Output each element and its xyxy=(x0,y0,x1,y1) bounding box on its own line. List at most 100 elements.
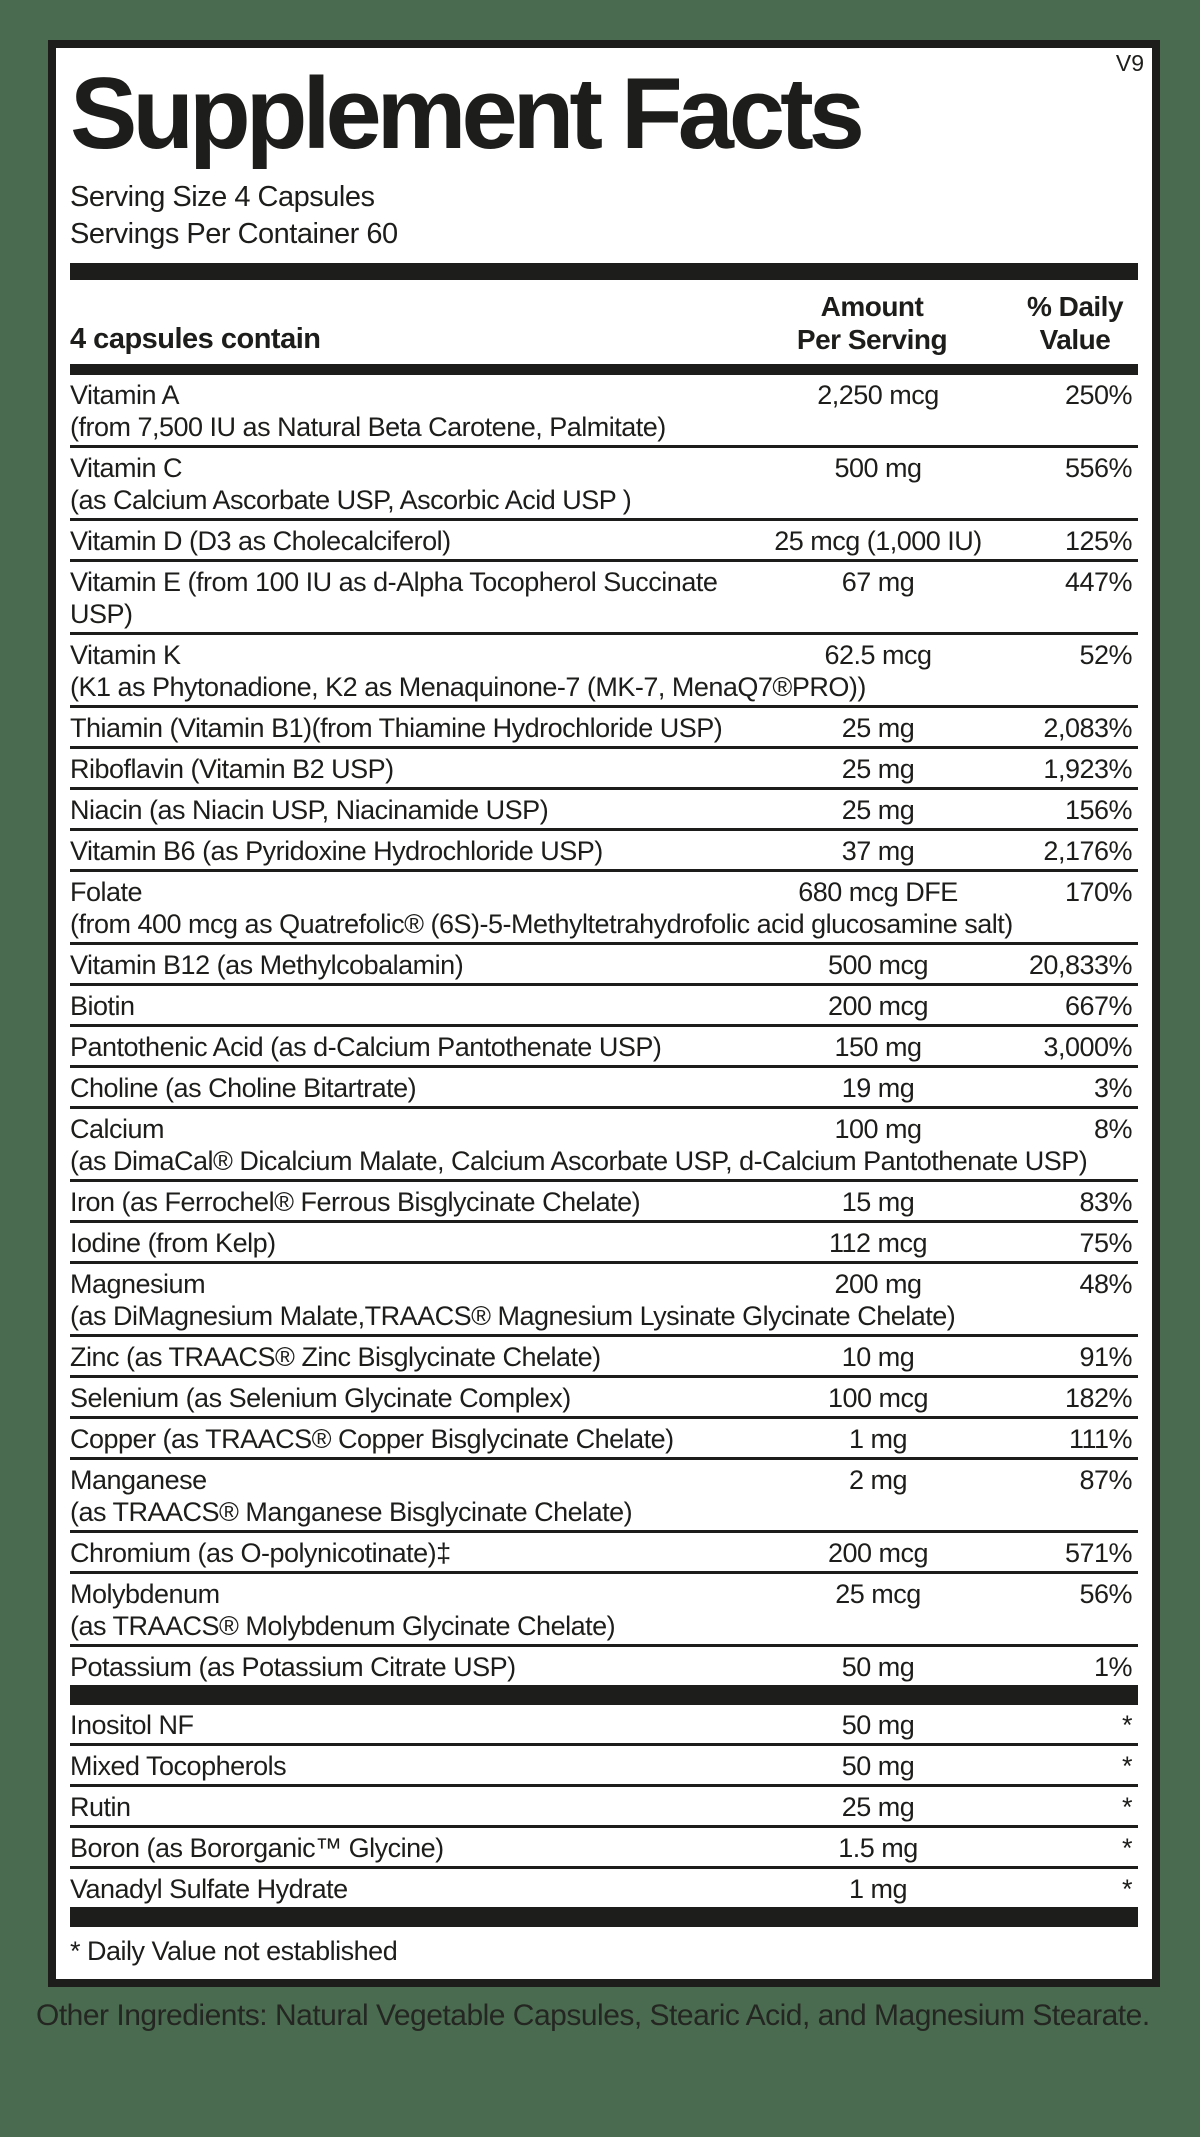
table-row: Boron (as Bororganic™ Glycine) 1.5 mg * xyxy=(70,1828,1138,1869)
table-row: Selenium (as Selenium Glycinate Complex)… xyxy=(70,1378,1138,1419)
row-name: Folate xyxy=(70,877,143,907)
row-amount: 150 mg xyxy=(834,1032,922,1062)
row-dv: 2,176% xyxy=(1043,836,1132,866)
row-subname: (from 7,500 IU as Natural Beta Carotene,… xyxy=(70,412,666,442)
row-dv: 1,923% xyxy=(1043,754,1132,784)
row-dv: 447% xyxy=(1064,567,1133,597)
row-amount: 25 mg xyxy=(841,1792,915,1822)
row-dv: * xyxy=(1121,1833,1133,1863)
table-row-main-line: Potassium (as Potassium Citrate USP) 50 … xyxy=(70,1651,1138,1683)
table-row: Mixed Tocopherols 50 mg * xyxy=(70,1746,1138,1787)
other-ingredients: Other Ingredients: Natural Vegetable Cap… xyxy=(36,1999,1150,2032)
row-amount: 680 mcg DFE xyxy=(798,877,958,907)
row-name: Iodine (from Kelp) xyxy=(70,1228,276,1258)
table-row-main-line: Vitamin C 500 mg 556% xyxy=(70,452,1138,484)
table-row-main-line: Calcium 100 mg 8% xyxy=(70,1113,1138,1145)
servings-per-container: Servings Per Container 60 xyxy=(70,218,398,250)
row-subname: (from 400 mcg as Quatrefolic® (6S)-5-Met… xyxy=(70,909,1013,939)
row-dv: 56% xyxy=(1079,1579,1132,1609)
row-amount: 25 mg xyxy=(841,754,915,784)
row-subname: (K1 as Phytonadione, K2 as Menaquinone-7… xyxy=(70,672,866,702)
row-name: Vitamin A xyxy=(70,380,180,410)
header-contains: 4 capsules contain xyxy=(70,323,321,355)
version-code: V9 xyxy=(1115,50,1144,76)
row-name: Vitamin K xyxy=(70,640,181,670)
row-name: Vitamin D (D3 as Cholecalciferol) xyxy=(70,526,451,556)
row-amount: 1 mg xyxy=(848,1424,908,1454)
table-row-main-line: Inositol NF 50 mg * xyxy=(70,1709,1138,1741)
table-row-main-line: Vanadyl Sulfate Hydrate 1 mg * xyxy=(70,1873,1138,1905)
row-amount: 50 mg xyxy=(841,1710,915,1740)
panel-title: Supplement Facts xyxy=(70,58,865,170)
row-dv: 75% xyxy=(1079,1228,1132,1258)
row-dv: 91% xyxy=(1079,1342,1132,1372)
row-dv: 2,083% xyxy=(1043,713,1132,743)
table-row: Vitamin B12 (as Methylcobalamin) 500 mcg… xyxy=(70,945,1138,986)
row-name: Vitamin B12 (as Methylcobalamin) xyxy=(70,950,464,980)
row-amount: 2 mg xyxy=(848,1465,908,1495)
table-row-main-line: Riboflavin (Vitamin B2 USP) 25 mg 1,923% xyxy=(70,753,1138,785)
row-dv: 125% xyxy=(1064,526,1133,556)
row-amount: 62.5 mcg xyxy=(824,640,932,670)
row-dv: 20,833% xyxy=(1028,950,1133,980)
table-row-main-line: Manganese 2 mg 87% xyxy=(70,1464,1138,1496)
row-dv: * xyxy=(1121,1710,1133,1740)
row-name: Calcium xyxy=(70,1114,165,1144)
table-row: Thiamin (Vitamin B1)(from Thiamine Hydro… xyxy=(70,708,1138,749)
row-amount: 200 mg xyxy=(834,1269,922,1299)
row-dv: 556% xyxy=(1064,453,1133,483)
divider-header-bottom xyxy=(70,364,1138,375)
table-row-main-line: Iron (as Ferrochel® Ferrous Bisglycinate… xyxy=(70,1186,1138,1218)
row-amount: 100 mg xyxy=(834,1114,922,1144)
row-name: Mixed Tocopherols xyxy=(70,1751,287,1781)
row-amount: 15 mg xyxy=(841,1187,915,1217)
row-dv: * xyxy=(1121,1792,1133,1822)
table-row: Chromium (as O-polynicotinate)‡ 200 mcg … xyxy=(70,1533,1138,1574)
table-row-main-line: Vitamin B6 (as Pyridoxine Hydrochloride … xyxy=(70,835,1138,867)
row-dv: 571% xyxy=(1064,1538,1133,1568)
row-name: Rutin xyxy=(70,1792,131,1822)
table-row: Vitamin B6 (as Pyridoxine Hydrochloride … xyxy=(70,831,1138,872)
table-row: Vitamin K 62.5 mcg 52% (K1 as Phytonadio… xyxy=(70,635,1138,708)
table-row-main-line: Vitamin B12 (as Methylcobalamin) 500 mcg… xyxy=(70,949,1138,981)
table-row: Iodine (from Kelp) 112 mcg 75% xyxy=(70,1223,1138,1264)
table-row-main-line: Folate 680 mcg DFE 170% xyxy=(70,876,1138,908)
row-amount: 25 mg xyxy=(841,795,915,825)
table-row: Folate 680 mcg DFE 170% (from 400 mcg as… xyxy=(70,872,1138,945)
row-dv: 667% xyxy=(1064,991,1133,1021)
row-dv: * xyxy=(1121,1874,1133,1904)
row-amount: 10 mg xyxy=(841,1342,915,1372)
supplement-facts-panel: V9 Supplement Facts Serving Size 4 Capsu… xyxy=(48,40,1160,1987)
row-name: Inositol NF xyxy=(70,1710,194,1740)
row-dv: 1% xyxy=(1093,1652,1133,1682)
table-row-main-line: Chromium (as O-polynicotinate)‡ 200 mcg … xyxy=(70,1537,1138,1569)
row-amount: 112 mcg xyxy=(828,1228,928,1258)
row-amount: 25 mcg (1,000 IU) xyxy=(774,526,982,556)
row-name: Chromium (as O-polynicotinate)‡ xyxy=(70,1538,451,1568)
table-row-main-line: Choline (as Choline Bitartrate) 19 mg 3% xyxy=(70,1072,1138,1104)
row-dv: 182% xyxy=(1064,1383,1133,1413)
row-name: Manganese xyxy=(70,1465,207,1495)
header-amount-per-serving: Amount Per Serving xyxy=(796,291,948,355)
row-subname: (as TRAACS® Manganese Bisglycinate Chela… xyxy=(70,1497,633,1527)
row-subname: (as DiMagnesium Malate,TRAACS® Magnesium… xyxy=(70,1301,956,1331)
table-row: Vanadyl Sulfate Hydrate 1 mg * xyxy=(70,1869,1138,1907)
serving-size: Serving Size 4 Capsules xyxy=(70,181,375,213)
table-row: Vitamin D (D3 as Cholecalciferol) 25 mcg… xyxy=(70,521,1138,562)
row-dv: 3,000% xyxy=(1043,1032,1132,1062)
row-amount: 2,250 mcg xyxy=(817,380,939,410)
table-row-main-line: Molybdenum 25 mcg 56% xyxy=(70,1578,1138,1610)
row-dv: 8% xyxy=(1093,1114,1133,1144)
table-row-main-line: Biotin 200 mcg 667% xyxy=(70,990,1138,1022)
daily-value-footnote: * Daily Value not established xyxy=(70,1936,398,1966)
table-row: Zinc (as TRAACS® Zinc Bisglycinate Chela… xyxy=(70,1337,1138,1378)
row-amount: 25 mcg xyxy=(835,1579,921,1609)
table-row: Choline (as Choline Bitartrate) 19 mg 3% xyxy=(70,1068,1138,1109)
table-row: Riboflavin (Vitamin B2 USP) 25 mg 1,923% xyxy=(70,749,1138,790)
row-dv: 52% xyxy=(1079,640,1132,670)
row-amount: 100 mcg xyxy=(827,1383,929,1413)
row-dv: * xyxy=(1121,1751,1133,1781)
table-row: Potassium (as Potassium Citrate USP) 50 … xyxy=(70,1647,1138,1685)
table-row-main-line: Vitamin A 2,250 mcg 250% xyxy=(70,379,1138,411)
row-amount: 200 mcg xyxy=(827,1538,929,1568)
